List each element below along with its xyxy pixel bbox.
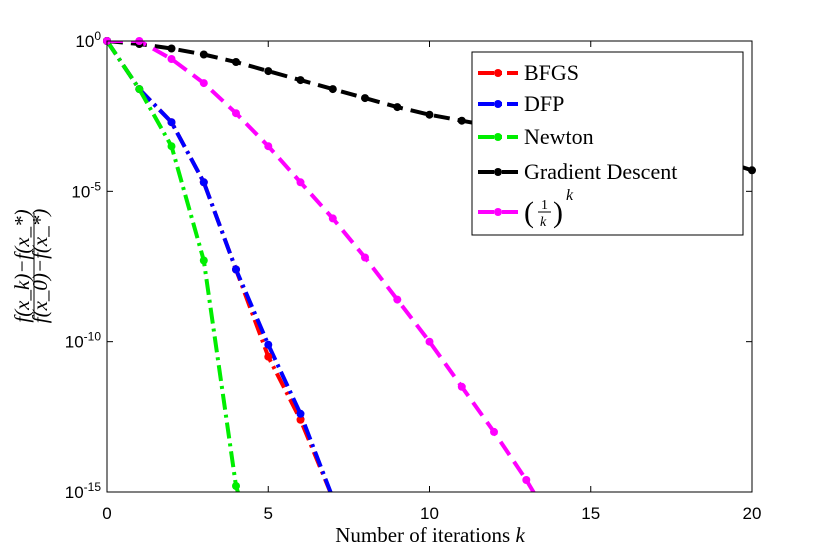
data-point-gradient-descent [457, 116, 466, 125]
series-line-gradient-descent [107, 41, 752, 173]
y-tick-label: 10-15 [65, 480, 102, 502]
data-point-1-k-k [457, 382, 466, 391]
legend-marker-dfp [494, 100, 502, 108]
data-point-gradient-descent [393, 103, 402, 112]
legend-label-bfgs: BFGS [524, 60, 579, 85]
x-tick-label: 15 [581, 504, 600, 523]
data-point-gradient-descent [361, 94, 369, 103]
data-point-dfp [199, 178, 208, 187]
series-line-newton [107, 41, 240, 492]
y-axis-label-numerator: f(x_k)−f(x_*) [10, 209, 34, 322]
legend-marker-1-k-k [494, 208, 502, 216]
data-point-gradient-descent [296, 76, 305, 85]
data-point-1-k-k [296, 178, 305, 187]
data-point-newton [232, 482, 240, 490]
legend-label-1-k-k: (1k)k [524, 187, 574, 230]
data-point-dfp [296, 409, 305, 418]
data-point-gradient-descent [328, 85, 337, 94]
legend-math-paren-right: ) [553, 196, 563, 229]
legend-math-denominator: k [540, 215, 547, 230]
x-tick-label: 5 [264, 504, 273, 523]
tick-layer: 0 5 10 15 20 100 10-5 10-10 10-15 [65, 29, 762, 523]
data-point-1-k-k [232, 109, 240, 118]
data-point-newton [135, 85, 144, 94]
data-point-gradient-descent [199, 50, 208, 59]
data-point-bfgs [264, 352, 273, 361]
data-point-newton [167, 142, 176, 151]
data-point-1-k-k [199, 79, 208, 88]
x-tick-label: 20 [743, 504, 762, 523]
data-point-newton [199, 256, 208, 265]
x-axis-label: Number of iterations k [335, 523, 525, 547]
data-point-1-k-k [264, 142, 273, 151]
data-point-dfp [264, 340, 273, 349]
data-point-1-k-k [522, 476, 531, 484]
data-point-1-k-k [328, 214, 337, 223]
legend-math-paren-left: ( [524, 196, 534, 229]
data-point-bfgs [296, 415, 305, 424]
data-point-gradient-descent [232, 58, 240, 66]
legend-marker-bfgs [494, 69, 502, 77]
data-point-1-k-k [490, 427, 498, 436]
y-tick-label: 10-5 [71, 179, 101, 201]
legend-label-dfp: DFP [524, 91, 564, 116]
legend-math-numerator: 1 [541, 198, 548, 213]
data-point-dfp [167, 118, 176, 127]
legend-math-exponent: k [566, 187, 574, 204]
series-layer [103, 37, 756, 492]
data-point-gradient-descent [264, 67, 273, 76]
data-point-1-k-k [361, 253, 369, 262]
legend-label-gradient-descent: Gradient Descent [524, 159, 677, 184]
y-axis-label: f(x_k)−f(x_*) f(x_0)−f(x_*) [10, 209, 52, 323]
data-point-gradient-descent [425, 110, 434, 119]
data-point-1-k-k [167, 55, 176, 63]
x-tick-label: 0 [102, 504, 111, 523]
y-axis-label-denominator: f(x_0)−f(x_*) [28, 209, 52, 323]
data-point-1-k-k [393, 295, 402, 304]
y-tick-label: 10-10 [65, 330, 102, 352]
data-point-1-k-k [425, 337, 434, 346]
data-point-dfp [232, 265, 240, 274]
legend-label-newton: Newton [524, 124, 594, 149]
legend-box [471, 51, 744, 236]
data-point-gradient-descent [167, 44, 176, 53]
x-tick-label: 10 [420, 504, 439, 523]
y-tick-label: 100 [75, 29, 101, 51]
legend-marker-newton [494, 133, 502, 141]
legend-marker-gradient-descent [494, 168, 502, 176]
